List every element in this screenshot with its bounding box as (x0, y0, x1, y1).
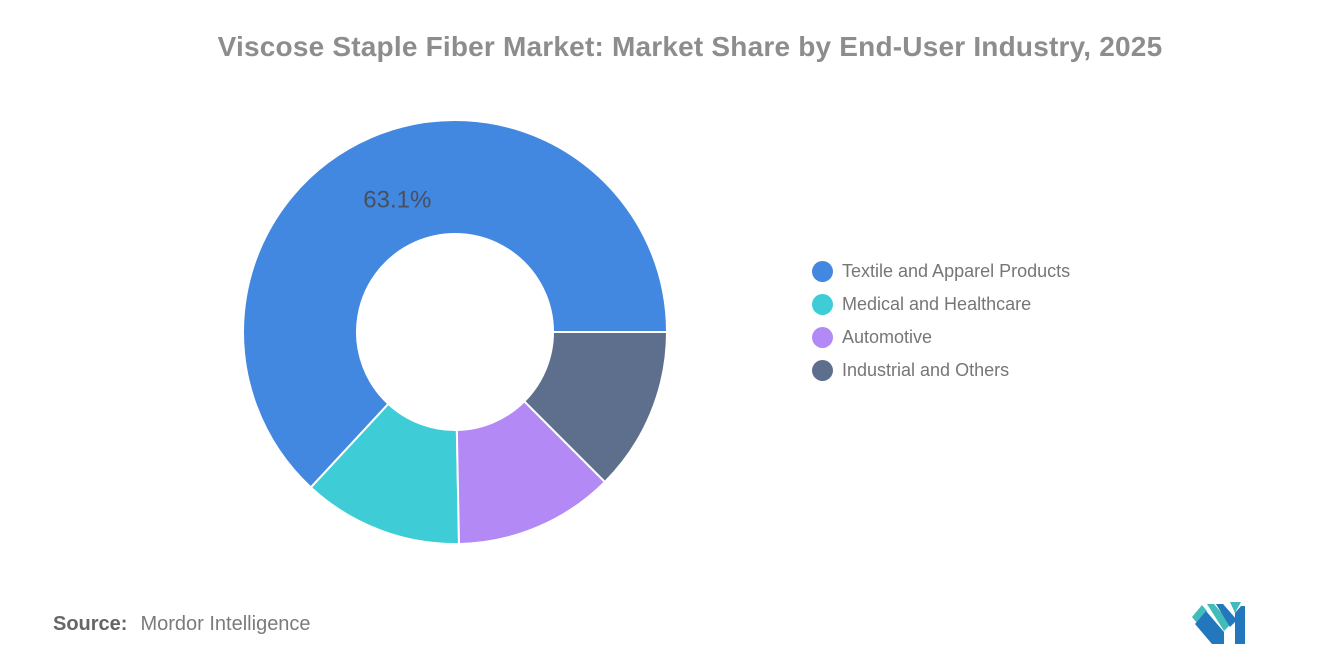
mordor-intelligence-logo (1192, 602, 1245, 644)
legend-swatch-industrial-and-others (812, 360, 833, 381)
legend-item-medical-and-healthcare: Medical and Healthcare (812, 288, 1070, 321)
donut-chart: 63.1% (242, 119, 668, 545)
legend-swatch-textile-and-apparel (812, 261, 833, 282)
legend-item-textile-and-apparel: Textile and Apparel Products (812, 255, 1070, 288)
logo-shape-blue-bar (1235, 606, 1245, 644)
chart-title: Viscose Staple Fiber Market: Market Shar… (217, 31, 1163, 62)
legend-label-automotive: Automotive (842, 327, 933, 347)
logo-shape-teal-triangle (1230, 602, 1241, 613)
legend-item-automotive: Automotive (812, 321, 1070, 354)
logo-shape-blue-main (1195, 611, 1224, 644)
logo-shape-teal-mid (1207, 604, 1231, 631)
legend-label-medical-and-healthcare: Medical and Healthcare (842, 294, 1032, 314)
source-line: Source: Mordor Intelligence (53, 613, 311, 636)
legend-swatch-automotive (812, 327, 833, 348)
logo-shape-blue-band (1216, 604, 1237, 627)
donut-slice-industrial-and-others (523, 331, 668, 483)
source-value: Mordor Intelligence (140, 613, 311, 635)
legend-item-industrial-and-others: Industrial and Others (812, 354, 1070, 387)
logo-shape-teal-sliver (1192, 605, 1207, 623)
donut-slice-labels: 63.1% (363, 186, 431, 213)
legend: Textile and Apparel Products Medical and… (812, 255, 1070, 387)
slice-value-label: 63.1% (363, 186, 431, 213)
legend-label-textile-and-apparel: Textile and Apparel Products (842, 261, 1071, 281)
source-label: Source: (53, 613, 128, 635)
donut-slice-textile-and-apparel-products (242, 119, 668, 489)
legend-label-industrial-and-others: Industrial and Others (842, 360, 1010, 380)
donut-slices (242, 119, 668, 545)
legend-swatch-medical-and-healthcare (812, 294, 833, 315)
